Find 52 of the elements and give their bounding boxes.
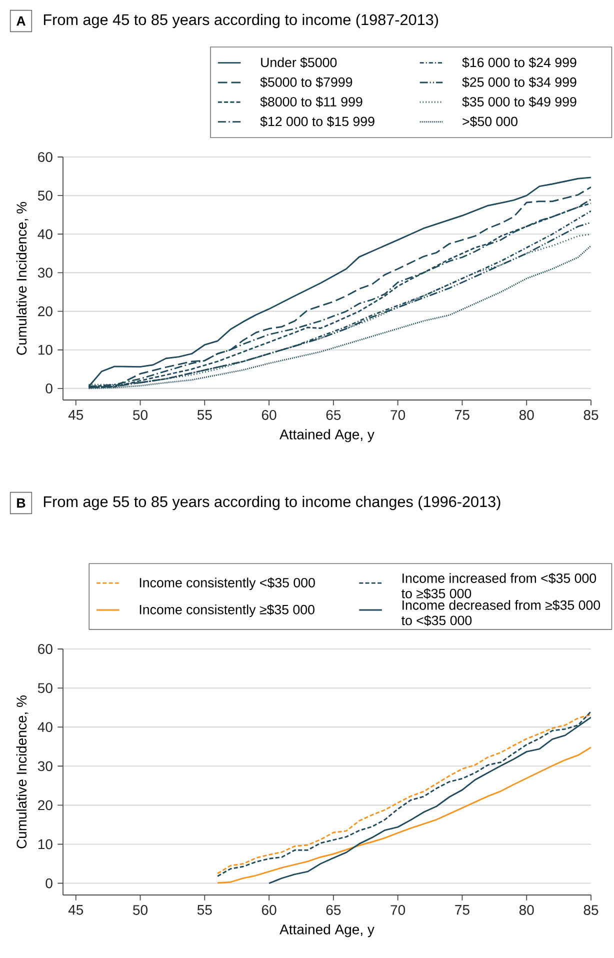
x-tick-label: 50: [133, 410, 148, 420]
x-tick-label: 70: [390, 905, 406, 915]
legend-label: $5000 to $7999: [260, 76, 352, 88]
y-tick-label: 60: [38, 644, 52, 654]
legend-label: $16 000 to $24 999: [462, 57, 576, 68]
legend-label: Income consistently ≥$35 000: [140, 604, 314, 617]
legend-label: Income decreased from ≥$35 000 to <$35 000: [402, 600, 600, 626]
x-tick-label: 75: [455, 410, 470, 420]
x-axis-title: Attained Age, y: [280, 924, 374, 938]
legend-label: $12 000 to $15 999: [260, 116, 374, 127]
legend-label: Income increased from <$35 000 to ≥$35 000: [402, 572, 596, 600]
y-axis-title: Cumulative Incidence, %: [16, 202, 28, 355]
y-tick-label: 60: [38, 152, 52, 162]
x-tick-label: 60: [262, 905, 276, 915]
x-tick-label: 85: [584, 410, 598, 420]
x-tick-label: 80: [519, 905, 534, 915]
y-tick-label: 50: [38, 190, 52, 201]
legend-label: Under $5000: [261, 57, 337, 68]
x-tick-label: 60: [262, 410, 276, 420]
legend-label: $8000 to $11 999: [260, 96, 362, 108]
x-tick-label: 45: [68, 410, 84, 420]
chart-title: From age 55 to 85 years according to income changes (1996-2013): [44, 496, 500, 510]
legend-label: >$50 000: [462, 116, 518, 127]
y-tick-label: 30: [38, 761, 52, 772]
x-tick-label: 55: [197, 410, 212, 420]
x-tick-label: 50: [133, 905, 148, 915]
x-tick-label: 70: [390, 410, 406, 420]
y-tick-label: 40: [38, 722, 52, 732]
y-tick-label: 50: [38, 683, 52, 694]
x-tick-label: 65: [326, 410, 341, 420]
y-tick-label: 20: [38, 306, 52, 316]
legend-label: Income consistently <$35 000: [140, 577, 315, 590]
text: A: [16, 16, 26, 26]
legend-label: $35 000 to $49 999: [462, 96, 576, 108]
y-tick-label: 20: [38, 800, 52, 810]
y-tick-label: 0: [46, 383, 52, 394]
y-tick-label: 0: [46, 878, 52, 888]
y-tick-label: 10: [38, 344, 52, 355]
x-tick-label: 80: [519, 410, 534, 420]
x-tick-label: 75: [455, 905, 470, 915]
y-tick-label: 10: [38, 839, 52, 850]
legend-label: $25 000 to $34 999: [462, 76, 576, 88]
y-tick-label: 30: [38, 268, 52, 278]
x-tick-label: 85: [584, 905, 598, 915]
x-tick-label: 55: [197, 905, 212, 915]
y-axis-title: Cumulative Incidence, %: [16, 696, 28, 848]
x-tick-label: 45: [68, 905, 84, 915]
y-tick-label: 40: [38, 229, 52, 240]
chart-title: From age 45 to 85 years according to income (1987-2013): [44, 14, 438, 28]
text: B: [17, 498, 26, 508]
x-axis-title: Attained Age, y: [280, 429, 374, 442]
x-tick-label: 65: [326, 905, 341, 915]
